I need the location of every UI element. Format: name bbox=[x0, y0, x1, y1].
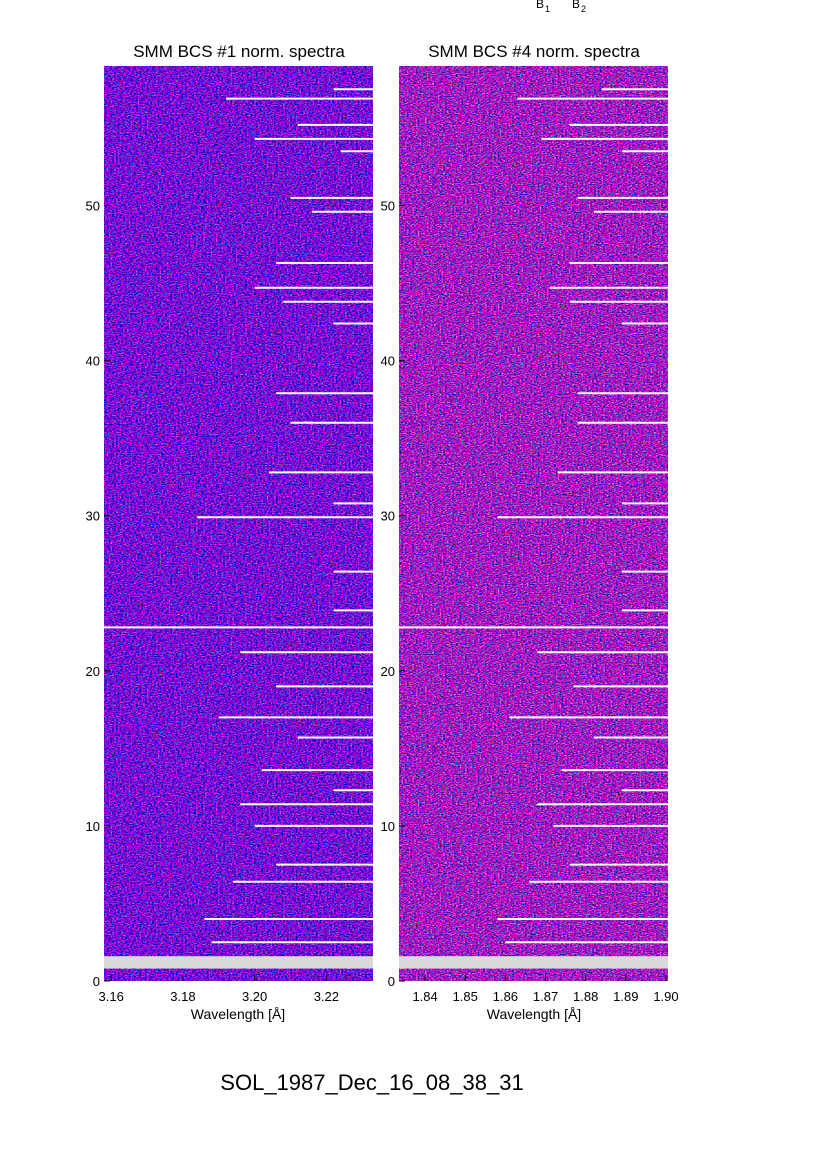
footer-label: SOL_1987_Dec_16_08_38_31 bbox=[220, 1070, 523, 1095]
panel-bcs1-y-tick-label: 30 bbox=[86, 509, 100, 524]
panel-bcs1-y-ticks: 0 10 20 30 40 50 bbox=[86, 199, 110, 989]
header-marker-b2: B bbox=[572, 0, 580, 11]
panel-bcs1-y-tick-label: 20 bbox=[86, 664, 100, 679]
header-marker-b1: B bbox=[536, 0, 544, 11]
panel-bcs1: SMM BCS #1 norm. spectra 3.16 3.18 3.20 3.2… bbox=[86, 42, 373, 1022]
panel-bcs1-x-tick-label: 3.18 bbox=[170, 989, 195, 1004]
panel-bcs4-y-tick-label: 20 bbox=[381, 664, 395, 679]
panel-bcs4-x-tick-label: 1.86 bbox=[493, 989, 518, 1004]
panel-bcs4-x-ticks: 1.84 1.85 1.86 1.87 1.88 1.89 1.90 bbox=[412, 975, 679, 1004]
panel-bcs1-x-tick-label: 3.22 bbox=[314, 989, 339, 1004]
panel-bcs1-x-ticks: 3.16 3.18 3.20 3.22 bbox=[99, 975, 339, 1004]
panel-bcs1-x-tick-label: 3.20 bbox=[242, 989, 267, 1004]
panel-bcs4-x-tick-label: 1.89 bbox=[613, 989, 638, 1004]
panel-bcs4-spectra bbox=[399, 66, 668, 981]
panel-bcs1-saturated-lines bbox=[104, 88, 373, 969]
panel-bcs1-gap-band bbox=[104, 956, 373, 969]
panel-bcs1-y-tick-label: 50 bbox=[86, 199, 100, 214]
panel-bcs4-y-tick-label: 30 bbox=[381, 509, 395, 524]
panel-bcs4-x-tick-label: 1.90 bbox=[653, 989, 678, 1004]
panel-bcs1-x-tick-label: 3.16 bbox=[99, 989, 124, 1004]
panel-bcs4-x-tick-label: 1.84 bbox=[412, 989, 437, 1004]
panel-bcs4-saturated-lines bbox=[399, 88, 668, 969]
panel-bcs4-xlabel: Wavelength [Å] bbox=[487, 1006, 581, 1022]
panel-bcs1-y-tick-label: 10 bbox=[86, 819, 100, 834]
panel-bcs4-y-tick-label: 40 bbox=[381, 354, 395, 369]
panel-bcs4-x-tick-label: 1.87 bbox=[533, 989, 558, 1004]
panel-bcs4-gap-band bbox=[399, 956, 668, 969]
panel-bcs4-y-tick-label: 50 bbox=[381, 199, 395, 214]
header-marker-b1-sub: 1 bbox=[545, 4, 550, 14]
panel-bcs1-y-tick-label: 0 bbox=[93, 974, 100, 989]
panel-bcs1-xlabel: Wavelength [Å] bbox=[191, 1006, 285, 1022]
header-markers: B 1 B 2 bbox=[536, 0, 586, 14]
panel-bcs1-title: SMM BCS #1 norm. spectra bbox=[133, 42, 345, 61]
header-marker-b2-sub: 2 bbox=[581, 4, 586, 14]
panel-bcs1-y-tick-label: 40 bbox=[86, 354, 100, 369]
panel-bcs4-y-tick-label: 0 bbox=[388, 974, 395, 989]
panel-bcs1-spectra bbox=[104, 66, 373, 981]
panel-bcs4-title: SMM BCS #4 norm. spectra bbox=[428, 42, 640, 61]
panel-bcs4-x-tick-label: 1.88 bbox=[573, 989, 598, 1004]
panel-bcs4: SMM BCS #4 norm. spectra 1.84 1.85 1.86 1.8… bbox=[381, 42, 679, 1022]
panel-bcs4-y-tick-label: 10 bbox=[381, 819, 395, 834]
panel-bcs4-y-ticks: 0 10 20 30 40 50 bbox=[381, 199, 405, 989]
panel-bcs4-x-tick-label: 1.85 bbox=[453, 989, 478, 1004]
